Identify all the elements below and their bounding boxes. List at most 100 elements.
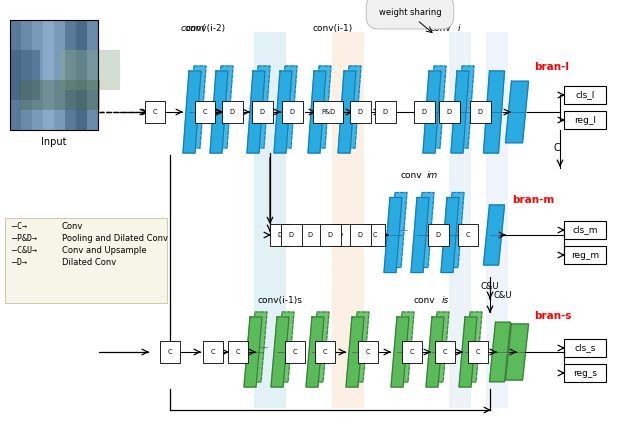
- FancyBboxPatch shape: [564, 246, 606, 264]
- Text: C: C: [554, 143, 561, 153]
- Text: im: im: [427, 170, 438, 179]
- Text: D: D: [358, 109, 362, 115]
- Polygon shape: [346, 317, 364, 387]
- Text: C: C: [203, 109, 207, 115]
- FancyBboxPatch shape: [564, 339, 606, 357]
- Text: cls_s: cls_s: [574, 343, 596, 352]
- FancyBboxPatch shape: [564, 221, 606, 239]
- Text: cls_l: cls_l: [575, 91, 595, 99]
- Polygon shape: [426, 317, 444, 387]
- FancyBboxPatch shape: [564, 86, 606, 104]
- Bar: [65, 20, 76, 130]
- Text: C: C: [443, 349, 447, 355]
- Polygon shape: [459, 317, 477, 387]
- Polygon shape: [446, 192, 464, 267]
- Text: i: i: [458, 24, 461, 33]
- Polygon shape: [338, 71, 356, 153]
- Polygon shape: [464, 312, 482, 382]
- FancyBboxPatch shape: [564, 364, 606, 382]
- Text: cls_m: cls_m: [572, 225, 598, 234]
- Polygon shape: [483, 205, 504, 265]
- Polygon shape: [506, 324, 529, 380]
- Bar: [10, 20, 21, 130]
- Polygon shape: [391, 317, 409, 387]
- Polygon shape: [249, 312, 267, 382]
- Bar: [21, 20, 32, 130]
- Text: conv: conv: [401, 170, 422, 179]
- Polygon shape: [456, 66, 474, 148]
- Polygon shape: [384, 198, 402, 272]
- Text: —C&U→: —C&U→: [12, 245, 37, 255]
- Text: C: C: [365, 349, 371, 355]
- Text: D: D: [307, 232, 312, 238]
- Polygon shape: [431, 312, 449, 382]
- Polygon shape: [274, 71, 292, 153]
- Polygon shape: [308, 71, 326, 153]
- Bar: [449, 32, 471, 408]
- Polygon shape: [244, 317, 262, 387]
- Bar: [43, 20, 54, 130]
- Polygon shape: [396, 312, 414, 382]
- Text: —C→: —C→: [12, 222, 27, 231]
- Text: C: C: [466, 232, 470, 238]
- Polygon shape: [271, 317, 289, 387]
- Text: conv: conv: [413, 296, 435, 305]
- Polygon shape: [351, 312, 369, 382]
- Text: C&U: C&U: [494, 291, 513, 299]
- Text: C: C: [211, 349, 215, 355]
- Polygon shape: [252, 66, 270, 148]
- Polygon shape: [183, 71, 201, 153]
- Polygon shape: [276, 312, 294, 382]
- Text: C: C: [372, 232, 378, 238]
- Text: D: D: [337, 232, 342, 238]
- Text: Conv: Conv: [62, 222, 83, 231]
- Bar: [76, 20, 87, 130]
- Polygon shape: [490, 322, 511, 382]
- Text: D: D: [289, 232, 294, 238]
- Text: reg_m: reg_m: [571, 250, 599, 259]
- Text: weight sharing: weight sharing: [379, 8, 442, 16]
- Polygon shape: [311, 312, 329, 382]
- Text: Input: Input: [41, 137, 67, 147]
- Text: D: D: [259, 109, 264, 115]
- Polygon shape: [343, 66, 361, 148]
- Polygon shape: [428, 66, 446, 148]
- Bar: [486, 32, 508, 408]
- Text: bran-m: bran-m: [512, 195, 554, 205]
- Polygon shape: [389, 192, 407, 267]
- Polygon shape: [188, 66, 206, 148]
- Text: D: D: [422, 109, 426, 115]
- Text: —D→: —D→: [12, 258, 27, 266]
- Polygon shape: [423, 71, 441, 153]
- Text: D: D: [328, 232, 333, 238]
- Text: D: D: [383, 109, 387, 115]
- Text: D: D: [358, 232, 362, 238]
- Text: C&U: C&U: [481, 281, 499, 291]
- Text: D: D: [289, 109, 294, 115]
- Polygon shape: [313, 66, 331, 148]
- Polygon shape: [247, 71, 265, 153]
- Bar: [32, 20, 43, 130]
- Text: —P&D→: —P&D→: [12, 233, 37, 242]
- Text: C: C: [168, 349, 172, 355]
- Text: conv(i-1): conv(i-1): [313, 24, 353, 33]
- Polygon shape: [483, 71, 504, 153]
- Polygon shape: [411, 198, 429, 272]
- Bar: [254, 32, 286, 408]
- Polygon shape: [451, 71, 469, 153]
- Text: C: C: [153, 109, 157, 115]
- Text: C: C: [292, 349, 298, 355]
- Text: conv(i-2): conv(i-2): [186, 24, 226, 33]
- Polygon shape: [416, 192, 434, 267]
- Text: bran-s: bran-s: [534, 311, 572, 321]
- Text: C: C: [410, 349, 414, 355]
- Bar: [87, 20, 98, 130]
- Polygon shape: [441, 198, 459, 272]
- Bar: [5, 218, 167, 303]
- Text: D: D: [447, 109, 451, 115]
- Bar: [332, 32, 364, 408]
- Text: conv(: conv(: [181, 24, 206, 33]
- Bar: [54, 20, 65, 130]
- Text: D: D: [477, 109, 483, 115]
- Bar: [20, 80, 100, 110]
